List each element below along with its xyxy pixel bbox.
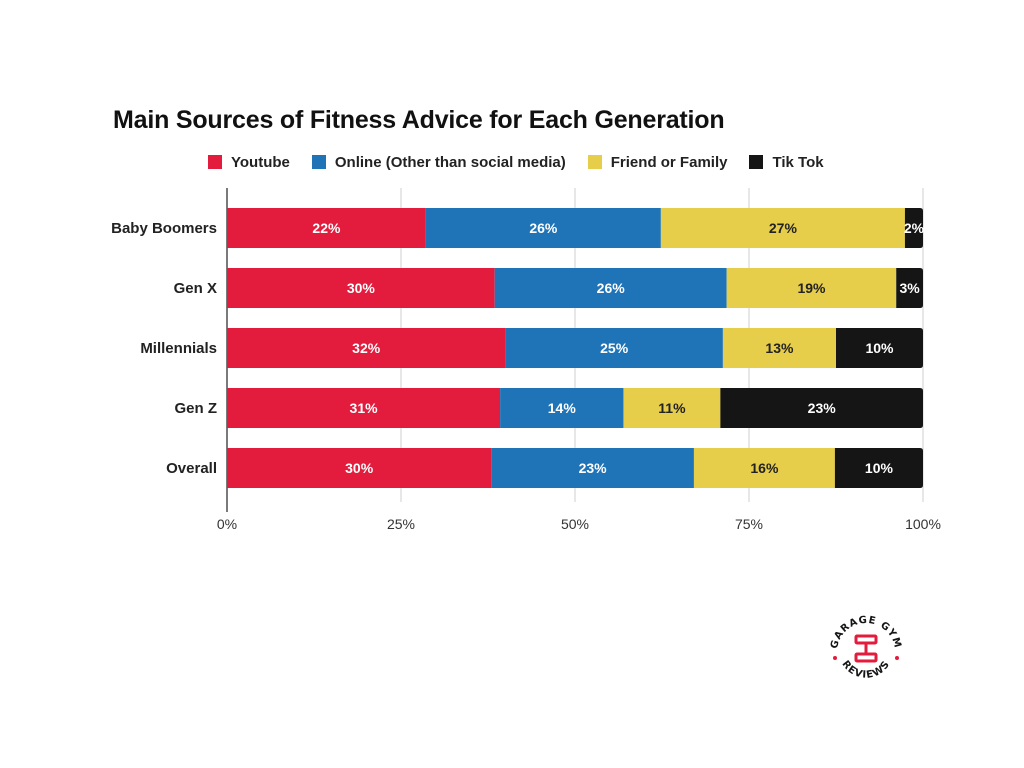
dumbbell-icon	[854, 634, 878, 663]
x-tick-label: 75%	[735, 516, 763, 532]
legend-swatch	[208, 155, 222, 169]
x-tick-label: 0%	[217, 516, 237, 532]
data-label: 16%	[750, 460, 779, 476]
category-label: Overall	[166, 460, 217, 477]
data-label: 30%	[347, 280, 376, 296]
data-label: 3%	[899, 280, 920, 296]
bar-segment	[904, 208, 923, 248]
chart-title: Main Sources of Fitness Advice for Each …	[113, 106, 725, 134]
category-label: Gen X	[174, 280, 217, 297]
data-label: 10%	[865, 460, 894, 476]
x-tick-label: 100%	[905, 516, 941, 532]
bar-segment	[500, 388, 624, 428]
legend-label: Tik Tok	[772, 153, 824, 171]
data-label: 31%	[350, 400, 379, 416]
data-label: 23%	[808, 400, 837, 416]
x-tick-label: 50%	[561, 516, 589, 532]
bar-segment	[227, 448, 492, 488]
category-label: Gen Z	[174, 400, 217, 417]
data-label: 10%	[865, 340, 894, 356]
legend-item: Online (Other than social media)	[311, 153, 566, 171]
data-label: 11%	[658, 400, 686, 416]
data-label: 26%	[529, 220, 558, 236]
bar-segment	[660, 208, 905, 248]
bar-segment	[722, 328, 836, 368]
data-label: 25%	[600, 340, 629, 356]
bar-segment	[623, 388, 721, 428]
legend-item: Friend or Family	[587, 153, 728, 171]
data-label: 23%	[579, 460, 608, 476]
data-label: 22%	[312, 220, 341, 236]
bar-segment	[494, 268, 727, 308]
bar-segment	[720, 388, 923, 428]
bar-segment	[227, 388, 501, 428]
legend-swatch	[749, 155, 764, 169]
bar-segment	[726, 268, 897, 308]
bar-segment	[693, 448, 835, 488]
bar-segment	[227, 268, 495, 308]
legend-swatch	[587, 155, 602, 169]
legend-label: Online (Other than social media)	[334, 153, 566, 171]
bar-segment	[836, 328, 923, 368]
data-label: 26%	[597, 280, 626, 296]
bar-segment	[425, 208, 661, 248]
data-label: 19%	[797, 280, 826, 296]
legend-item: Tik Tok	[749, 153, 824, 171]
x-tick-label: 25%	[387, 516, 415, 532]
data-label: 13%	[765, 340, 794, 356]
garage-gym-reviews-logo: GARAGE GYM REVIEWS	[829, 615, 902, 681]
bar-segment	[227, 208, 426, 248]
legend-swatch	[311, 155, 326, 169]
bar-segment	[491, 448, 694, 488]
bar-segment	[896, 268, 923, 308]
data-label: 2%	[904, 220, 925, 236]
data-label: 32%	[352, 340, 381, 356]
category-label: Millennials	[140, 340, 217, 357]
data-label: 27%	[769, 220, 798, 236]
bar-segment	[505, 328, 723, 368]
category-label: Baby Boomers	[111, 220, 217, 237]
chart-legend: Youtube Online (Other than social media) F…	[208, 152, 846, 172]
legend-item: Youtube	[208, 154, 290, 171]
bar-segment	[227, 328, 506, 368]
legend-label: Youtube	[231, 153, 290, 171]
bar-segment	[834, 448, 923, 488]
legend-label: Friend or Family	[610, 153, 728, 171]
data-label: 14%	[548, 400, 577, 416]
data-label: 30%	[345, 460, 374, 476]
